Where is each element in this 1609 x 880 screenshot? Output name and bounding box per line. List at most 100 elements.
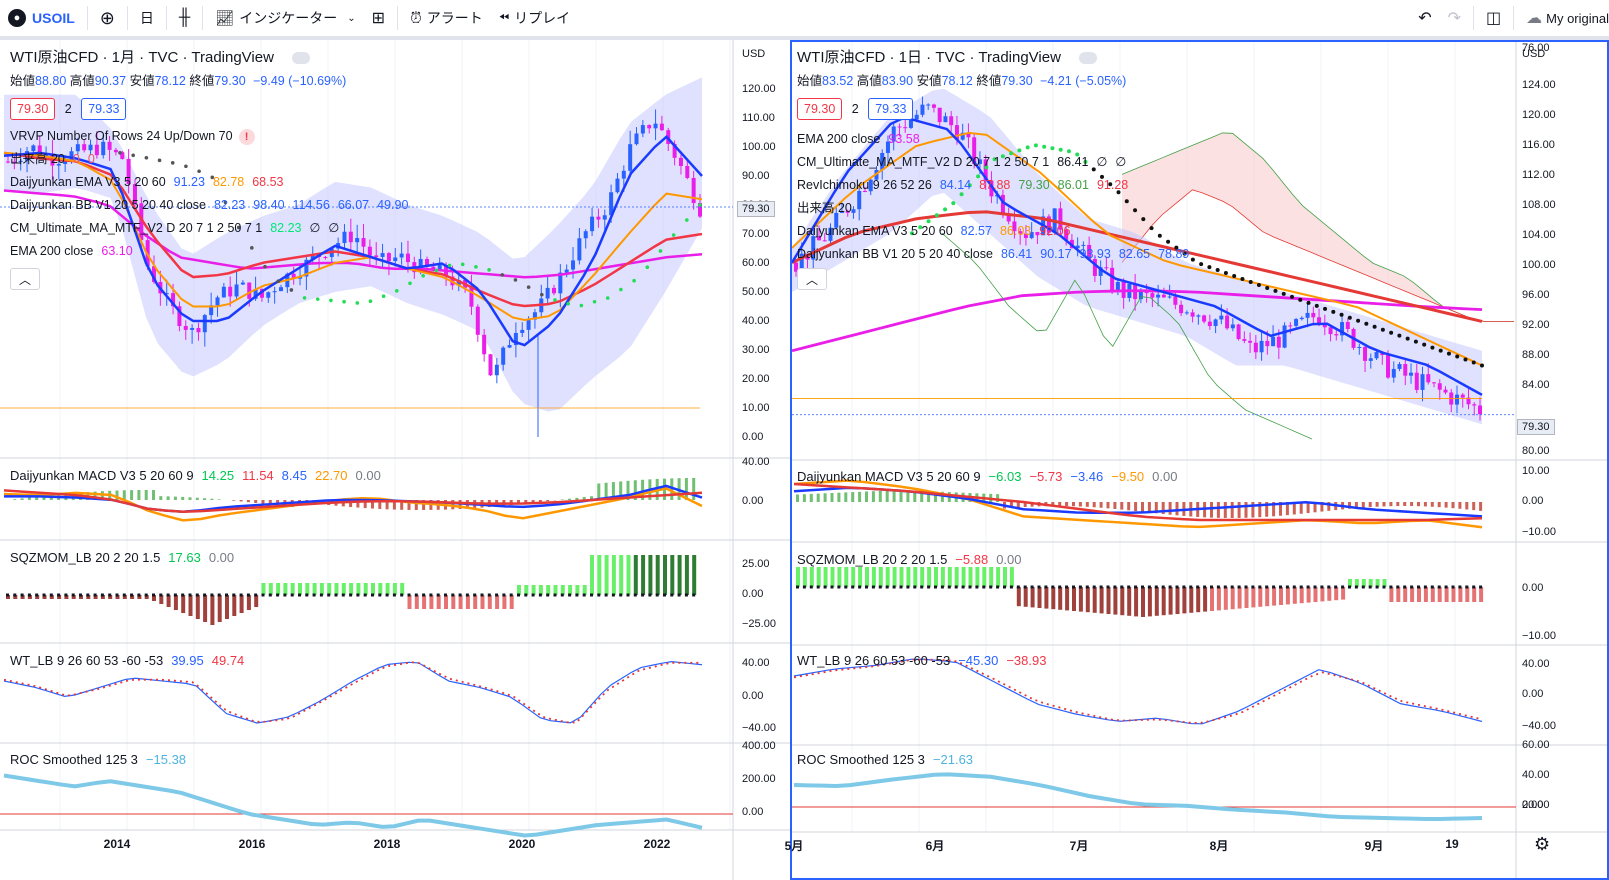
symbol-search[interactable]: ● USOIL [0, 0, 83, 36]
collapse-legend-button[interactable]: ︿ [10, 268, 40, 290]
indicator-value: 98.40 [253, 198, 285, 212]
indicator-name: WT_LB 9 26 60 53 -60 -53 [10, 653, 164, 668]
squeeze-dot [1099, 585, 1103, 589]
squeeze-dot [1320, 585, 1324, 589]
compare-button[interactable]: ⊕ [92, 0, 123, 36]
squeeze-bar [378, 583, 383, 595]
price-axis-label: 88.00 [1522, 349, 1550, 361]
replay-button[interactable]: ⏪︎ リプレイ [491, 0, 578, 36]
price-axis-label: 120.00 [1522, 109, 1556, 121]
indicator-row[interactable]: Daijyunkan EMA V3 5 20 60 82.57 86.03 92.06 [797, 223, 1189, 246]
squeeze-bar [1396, 587, 1401, 602]
indicator-name: CM_Ultimate_MA_MTF_V2 D 20 7 1 2 50 7 1 [797, 155, 1050, 169]
more-icon[interactable] [1079, 52, 1098, 65]
squeeze-bar [590, 555, 594, 595]
squeeze-dot [546, 593, 550, 597]
squeeze-bar [1423, 587, 1428, 602]
settings-gear-icon[interactable]: ⚙ [1534, 834, 1551, 854]
macd-histogram-bar [1375, 502, 1379, 507]
bid-ask: 79.30 2 79.33 [10, 98, 127, 120]
squeeze-bar [531, 585, 536, 595]
alert-button[interactable]: ⏰︎ アラート [402, 0, 491, 36]
squeeze-dot [1230, 585, 1234, 589]
save-layout-button[interactable]: ☁ My original [1518, 0, 1609, 36]
squeeze-dot [480, 593, 484, 597]
redo-button[interactable]: ↷ [1440, 0, 1469, 36]
candle-body [1023, 233, 1028, 239]
candle-body [640, 125, 645, 134]
chart-canvas-right[interactable] [792, 42, 1607, 878]
macd-histogram-bar [1382, 502, 1386, 507]
price-axis-label: 0.00 [742, 588, 764, 600]
indicator-row[interactable]: Daijyunkan EMA V3 5 20 60 91.23 82.78 68.53 [10, 174, 408, 197]
templates-button[interactable]: ⊞ [364, 0, 393, 36]
macd-histogram-bar [837, 492, 841, 502]
squeeze-dot [1272, 585, 1276, 589]
trend-dot [934, 213, 939, 218]
indicator-row[interactable]: Daijyunkan BB V1 20 5 20 40 close 82.23 98… [10, 197, 408, 220]
macd-histogram-bar [920, 490, 924, 502]
high-label: 高値 [856, 74, 882, 88]
wavetrend-legend: WT_LB 9 26 60 53 -60 -53 −45.30 −38.93 [797, 653, 1046, 668]
candle-body [139, 203, 144, 241]
indicator-row[interactable]: EMA 200 close 93.58 [797, 131, 1189, 154]
chart-pane-right[interactable]: WTI原油CFD · 1日 · TVC · TradingView 始値83.5… [785, 40, 1609, 880]
squeeze-dot [641, 593, 645, 597]
squeeze-dot [159, 593, 163, 597]
squeeze-bar [181, 595, 186, 613]
indicator-row[interactable]: CM_Ultimate_MA_MTF_V2 D 20 7 1 2 50 7 1 8… [797, 154, 1189, 177]
indicator-row[interactable]: CM_Ultimate_MA_MTF_V2 D 20 7 1 2 50 7 1 8… [10, 220, 408, 243]
candle-body [1437, 383, 1442, 390]
squeeze-bar [692, 555, 697, 595]
squeeze-bar [934, 567, 938, 587]
more-icon[interactable] [292, 52, 311, 65]
indicator-value: 17.63 [168, 550, 201, 565]
chart-type-button[interactable]: ╫ [171, 0, 198, 36]
indicator-value: −6.03 [988, 469, 1022, 484]
trend-dot [1265, 285, 1270, 290]
indicator-name: Daijyunkan BB V1 20 5 20 40 close [797, 247, 993, 261]
indicator-row[interactable]: EMA 200 close 63.10 [10, 243, 408, 266]
indicators-button[interactable]: 📈︎ インジケーター ⌄ [207, 0, 363, 36]
indicator-row[interactable]: VRVP Number Of Rows 24 Up/Down 70! [10, 128, 408, 151]
squeeze-bar [436, 595, 441, 609]
candle-body [972, 137, 977, 164]
ohlc-legend: 始値83.52 高値83.90 安値78.12 終値79.30 −4.21 (−… [797, 73, 1126, 89]
macd-histogram-bar [246, 500, 250, 503]
indicator-row[interactable]: 出来高 20 0 0 [10, 151, 408, 174]
squeeze-dot [203, 593, 207, 597]
undo-button[interactable]: ↶ [1410, 0, 1439, 36]
squeeze-dot [844, 585, 848, 589]
trend-dot [1306, 300, 1311, 305]
chart-title[interactable]: WTI原油CFD · 1日 · TVC · TradingView [797, 50, 1098, 66]
squeeze-bar [35, 595, 40, 599]
candle-body [278, 287, 283, 292]
price-axis-label: 100.00 [742, 141, 776, 153]
interval-button[interactable]: 日 [132, 0, 162, 36]
sell-price[interactable]: 79.30 [10, 98, 56, 120]
collapse-legend-button[interactable]: ︿ [797, 268, 827, 290]
macd-histogram-bar [851, 492, 855, 502]
candle-body [1299, 317, 1304, 320]
squeeze-dot [809, 585, 813, 589]
chart-title[interactable]: WTI原油CFD · 1月 · TVC · TradingView [10, 50, 311, 66]
trend-dot [210, 175, 215, 180]
indicator-row[interactable]: 出来高 20 [797, 200, 1189, 223]
buy-price[interactable]: 79.33 [868, 98, 914, 120]
chart-canvas-left[interactable] [0, 40, 790, 880]
squeeze-dot [57, 593, 61, 597]
chart-pane-left[interactable]: WTI原油CFD · 1月 · TVC · TradingView 始値88.8… [0, 40, 790, 880]
squeeze-bar [239, 595, 244, 613]
layout-button[interactable]: ◫ [1478, 0, 1509, 36]
squeeze-bar [1141, 587, 1145, 617]
squeeze-dot [495, 593, 499, 597]
indicator-name: Daijyunkan BB V1 20 5 20 40 close [10, 198, 206, 212]
indicator-row[interactable]: Daijyunkan BB V1 20 5 20 40 close 86.41 90… [797, 246, 1189, 269]
indicator-value: 82.78 [212, 175, 245, 189]
price-axis-label: 92.00 [1522, 319, 1550, 331]
squeeze-dot [968, 585, 972, 589]
indicator-value: 86.41 [1000, 247, 1033, 261]
indicator-row[interactable]: RevIchimoku 9 26 52 26 84.14 87.88 79.30 86.… [797, 177, 1189, 200]
buy-price[interactable]: 79.33 [81, 98, 127, 120]
sell-price[interactable]: 79.30 [797, 98, 843, 120]
